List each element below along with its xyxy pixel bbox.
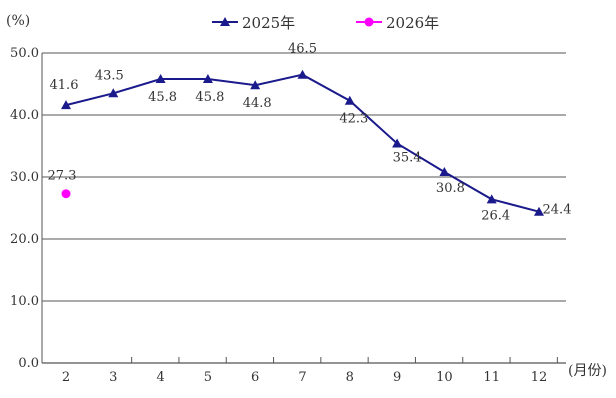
x-tick-label: 2 [62, 370, 70, 385]
data-label: 24.4 [543, 203, 572, 218]
data-point [250, 80, 261, 90]
x-tick-label: 6 [251, 370, 259, 385]
data-point [486, 194, 497, 204]
x-tick-label: 12 [531, 370, 548, 385]
x-tick-label: 11 [483, 370, 500, 385]
data-point [155, 74, 166, 84]
y-axis-unit: (%) [6, 13, 30, 29]
x-tick-label: 10 [436, 370, 453, 385]
data-point [202, 74, 213, 84]
data-point [534, 206, 544, 216]
y-tick-label: 40.0 [10, 108, 39, 123]
data-label: 35.4 [393, 151, 422, 166]
x-tick-label: 9 [393, 370, 401, 385]
data-point [61, 189, 71, 199]
data-label: 44.8 [243, 96, 272, 111]
data-label: 27.3 [48, 169, 77, 184]
data-label: 45.8 [195, 90, 224, 105]
data-label: 41.6 [50, 78, 79, 93]
data-label: 30.8 [436, 181, 465, 196]
legend: 2025年 2026年 [212, 14, 439, 32]
data-point [344, 95, 355, 105]
legend-marker [220, 17, 230, 26]
data-point [61, 100, 71, 110]
series-line [65, 73, 540, 213]
x-tick-label: 7 [298, 370, 306, 385]
y-tick-label: 30.0 [10, 170, 39, 185]
grid-lines [42, 52, 566, 364]
data-label: 26.4 [481, 208, 510, 223]
legend-marker [364, 17, 374, 27]
y-tick-label: 50.0 [10, 46, 39, 61]
legend-label: 2025年 [242, 14, 295, 32]
y-tick-label: 20.0 [10, 232, 39, 247]
axes: 0.0 10.0 20.0 30.0 40.0 50.0 2 3 4 5 6 7 8 9 10 11 12 [10, 46, 558, 385]
data-point [108, 88, 119, 98]
x-tick-label: 5 [204, 370, 212, 385]
data-point [392, 138, 403, 148]
legend-label: 2026年 [386, 14, 439, 32]
x-axis-unit: (月份) [568, 363, 607, 379]
data-label: 45.8 [148, 90, 177, 105]
x-tick-label: 3 [109, 370, 117, 385]
data-label: 43.5 [95, 68, 124, 83]
x-tick-label: 8 [346, 370, 354, 385]
series [61, 69, 544, 216]
data-label: 42.3 [339, 112, 368, 127]
x-tick-label: 4 [156, 370, 164, 385]
data-point [297, 69, 308, 79]
y-tick-label: 10.0 [10, 294, 39, 309]
data-point [439, 167, 450, 177]
y-tick-label: 0.0 [18, 356, 39, 371]
data-labels: 41.6 43.5 45.8 45.8 44.8 46.5 42.3 35.4 30.8 26.4… [48, 42, 572, 224]
data-label: 46.5 [288, 42, 317, 57]
